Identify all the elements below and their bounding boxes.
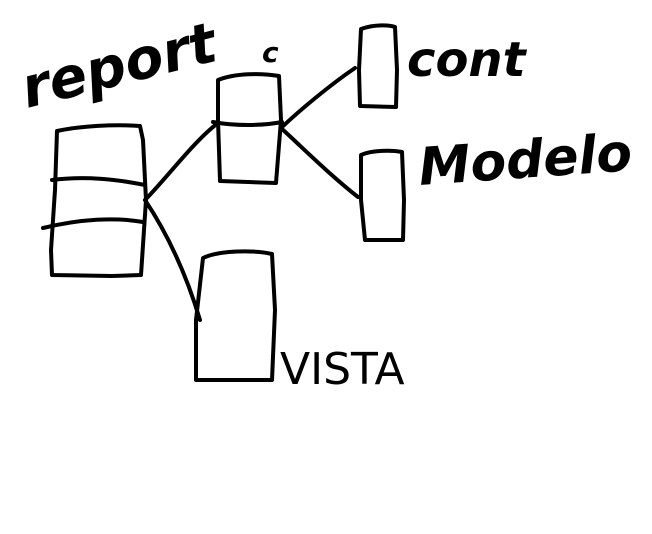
label-c: c (262, 36, 279, 69)
report-box (41, 123, 148, 278)
label-cont: cont (407, 32, 528, 88)
connector-c-modelo (279, 126, 360, 199)
label-modelo: Modelo (417, 123, 634, 198)
connector-c-cont (279, 66, 357, 130)
label-vista: VISTA (280, 344, 405, 395)
connector-report-vista (143, 198, 202, 322)
cont-box (357, 23, 399, 109)
connector-report-c (143, 121, 220, 202)
modelo-box (359, 148, 406, 242)
vista-box (194, 249, 277, 382)
